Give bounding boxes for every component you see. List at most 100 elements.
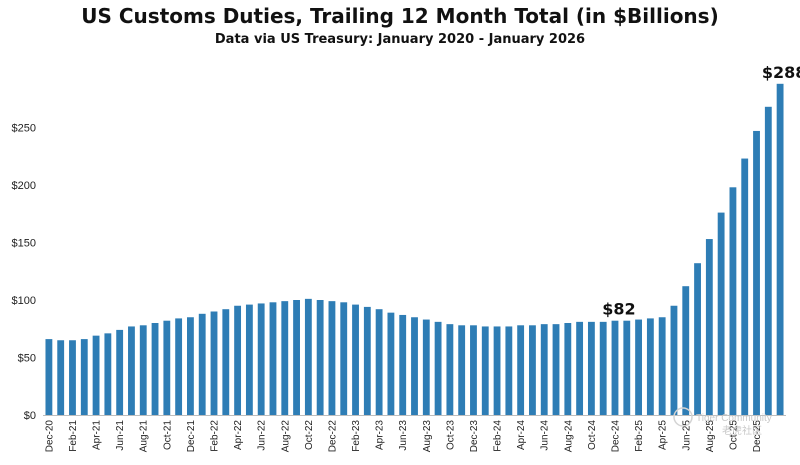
x-tick-label: Feb-23 <box>351 420 362 452</box>
y-axis: $0 $50 $100 $150 $200 $250 <box>12 123 36 423</box>
bar <box>69 340 76 415</box>
bar <box>529 325 536 415</box>
bar <box>729 187 737 415</box>
bar <box>399 314 407 415</box>
x-tick-label: Jun-21 <box>115 420 126 451</box>
bar <box>540 324 548 415</box>
bar <box>316 300 324 415</box>
y-tick-label: $50 <box>18 353 36 365</box>
bar <box>57 340 65 415</box>
bar <box>92 335 100 415</box>
value-callout: $288 <box>762 63 800 82</box>
x-tick-label: Dec-23 <box>469 420 480 453</box>
bar <box>635 319 642 415</box>
x-tick-label: Aug-24 <box>563 420 574 453</box>
x-tick-label: Jun-23 <box>398 420 409 451</box>
bar <box>552 324 560 415</box>
x-tick-label: Dec-20 <box>44 420 55 453</box>
x-tick-label: Oct-24 <box>587 420 598 450</box>
bar <box>151 323 159 415</box>
bar <box>434 321 442 415</box>
x-tick-label: Dec-22 <box>327 420 338 453</box>
value-callouts: $82 $288 <box>602 63 800 319</box>
bar <box>646 318 654 415</box>
x-axis: Dec-20 Feb-21 Apr-21 Jun-21 Aug-21 Oct-21 Dec-… <box>43 415 786 453</box>
bar <box>187 317 194 415</box>
tiger-logo-icon <box>673 407 693 427</box>
x-tick-label: Aug-23 <box>422 420 433 453</box>
x-tick-label: Oct-22 <box>304 420 315 450</box>
bar <box>222 309 230 415</box>
x-tick-label: Jun-25 <box>681 420 692 451</box>
bar <box>764 106 772 416</box>
bar <box>753 130 760 415</box>
x-tick-label: Apr-25 <box>658 420 669 450</box>
bar <box>163 320 171 415</box>
y-tick-label: $200 <box>12 180 36 192</box>
y-tick-label: $100 <box>12 295 36 307</box>
watermark: Tiger Community 老虎社区 <box>673 407 772 437</box>
chart-subtitle: Data via US Treasury: January 2020 - Jan… <box>215 32 585 47</box>
bar <box>175 318 183 415</box>
y-tick-label: $150 <box>12 238 36 250</box>
x-tick-label: Oct-25 <box>728 420 739 450</box>
bar <box>269 302 277 415</box>
x-tick-label: Aug-22 <box>280 420 291 453</box>
bar <box>611 320 619 415</box>
bar <box>234 305 242 415</box>
bar <box>741 158 749 416</box>
bar <box>564 323 572 415</box>
bar <box>411 317 418 415</box>
bar <box>387 312 395 415</box>
x-tick-label: Oct-21 <box>162 420 173 450</box>
bar <box>694 263 701 415</box>
bar <box>505 326 513 415</box>
value-callout: $82 <box>602 300 635 319</box>
watermark-text-cn: 老虎社区 <box>722 424 762 437</box>
bar <box>104 333 112 415</box>
x-tick-label: Apr-21 <box>92 420 103 450</box>
bar <box>599 321 607 415</box>
bar <box>245 304 253 415</box>
x-tick-label: Feb-24 <box>493 420 504 452</box>
bar <box>470 325 477 415</box>
bar <box>363 306 371 415</box>
bar <box>458 325 466 415</box>
bar <box>45 339 53 415</box>
x-tick-label: Aug-25 <box>705 420 716 453</box>
x-tick-label: Aug-21 <box>139 420 150 453</box>
bar <box>481 326 489 415</box>
x-tick-label: Jun-24 <box>540 420 551 451</box>
bar <box>128 326 135 415</box>
bar <box>198 313 206 415</box>
x-tick-label: Oct-23 <box>445 420 456 450</box>
y-tick-label: $0 <box>24 410 36 422</box>
bar <box>352 304 359 415</box>
x-tick-label: Apr-22 <box>233 420 244 450</box>
watermark-text: Tiger Community <box>696 413 772 424</box>
bar <box>717 212 725 415</box>
x-tick-label: Dec-24 <box>610 420 621 453</box>
x-tick-label: Dec-21 <box>186 420 197 453</box>
x-tick-label: Apr-24 <box>516 420 527 450</box>
bar <box>776 83 784 416</box>
x-tick-label: Apr-23 <box>375 420 386 450</box>
bar <box>670 305 678 415</box>
x-tick-label: Feb-22 <box>210 420 221 452</box>
bar <box>422 319 430 415</box>
bar <box>340 302 348 415</box>
bar <box>304 298 312 415</box>
bar <box>493 326 501 415</box>
x-tick-label: Jun-22 <box>257 420 268 451</box>
y-tick-label: $250 <box>12 123 36 135</box>
x-tick-label: Feb-21 <box>68 420 79 452</box>
bar <box>281 301 289 415</box>
x-tick-label: Dec-25 <box>752 420 763 453</box>
bar <box>80 339 88 415</box>
bar <box>375 309 383 415</box>
bar <box>293 300 300 415</box>
bar <box>210 311 218 415</box>
bar <box>587 321 595 415</box>
